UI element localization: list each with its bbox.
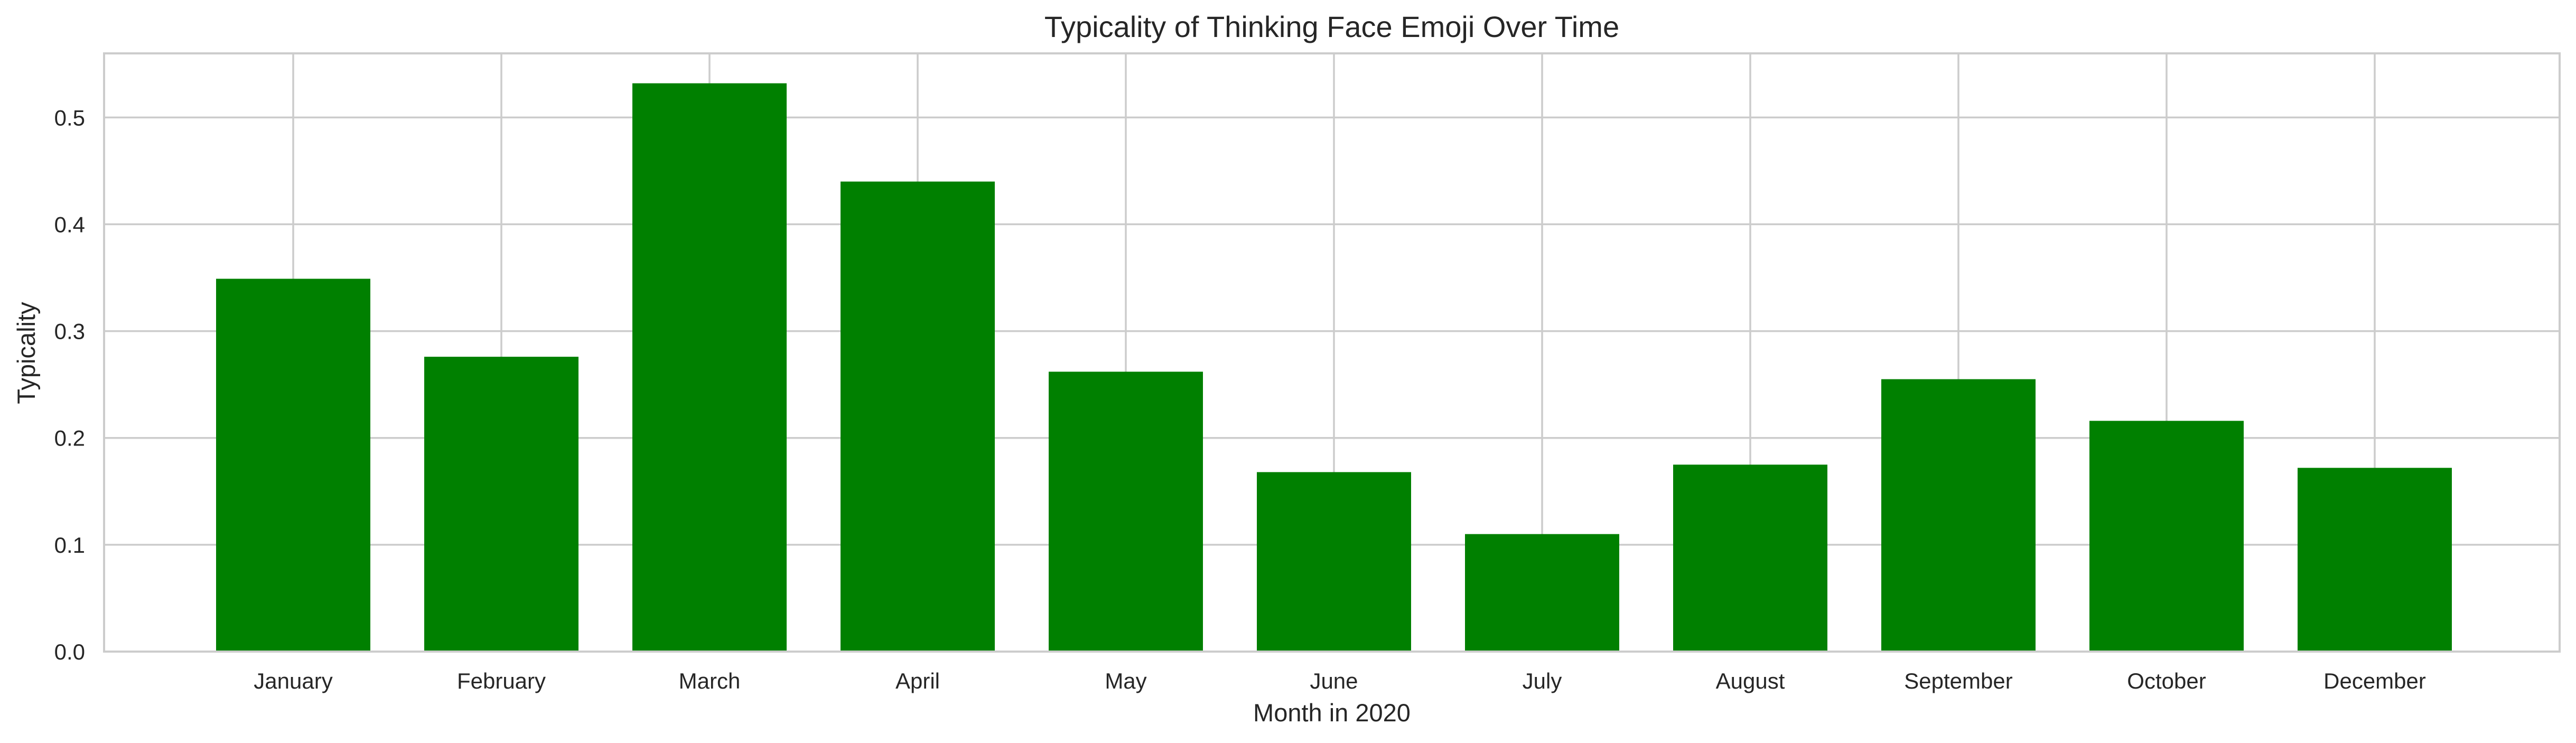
bar-september	[1881, 379, 2036, 652]
x-tick-label: April	[895, 668, 940, 693]
bar-august	[1673, 465, 1827, 652]
bar-february	[424, 357, 578, 652]
bar-december	[2298, 468, 2452, 652]
plot-frame	[103, 52, 2561, 653]
bar-april	[841, 181, 995, 652]
x-tick-label: July	[1523, 668, 1562, 693]
x-tick-label: January	[254, 668, 332, 693]
x-tick-label: December	[2323, 668, 2426, 693]
bar-october	[2089, 421, 2244, 652]
x-tick-label: August	[1716, 668, 1785, 693]
bar-march	[632, 83, 787, 652]
bar-july	[1465, 534, 1619, 652]
bar-june	[1257, 472, 1411, 652]
x-tick-labels: January February March April May June July Augu…	[254, 668, 2426, 693]
x-axis-label: Month in 2020	[1253, 699, 1411, 727]
x-tick-label: May	[1105, 668, 1146, 693]
y-tick-label: 0.5	[54, 105, 85, 130]
x-tick-label: June	[1310, 668, 1358, 693]
bar-january	[216, 278, 370, 652]
x-tick-label: February	[457, 668, 546, 693]
y-tick-label: 0.2	[54, 426, 85, 451]
y-tick-labels: 0.0 0.1 0.2 0.3 0.4 0.5	[54, 105, 85, 664]
y-axis-label: Typicality	[12, 302, 40, 404]
bars	[216, 83, 2452, 652]
x-tick-label: October	[2127, 668, 2206, 693]
x-tick-label: March	[679, 668, 741, 693]
y-tick-label: 0.3	[54, 319, 85, 344]
x-tick-label: September	[1904, 668, 2012, 693]
y-tick-label: 0.4	[54, 212, 85, 237]
chart-title: Typicality of Thinking Face Emoji Over T…	[1044, 10, 1619, 43]
y-tick-label: 0.1	[54, 533, 85, 558]
y-tick-label: 0.0	[54, 639, 85, 664]
bar-may	[1049, 372, 1203, 652]
